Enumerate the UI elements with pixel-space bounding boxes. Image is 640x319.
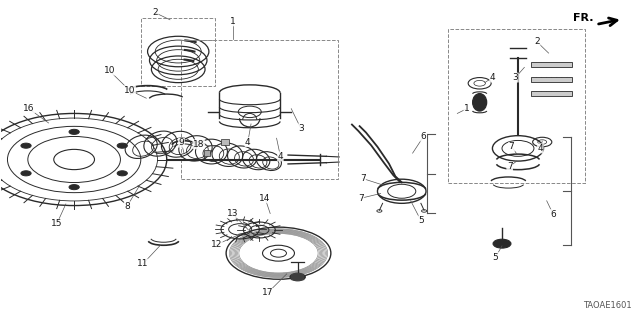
Text: 4: 4 (538, 144, 543, 153)
Text: 8: 8 (124, 202, 130, 211)
Circle shape (117, 143, 127, 148)
Text: 7: 7 (360, 174, 365, 183)
Text: 7: 7 (509, 142, 515, 151)
Text: 1: 1 (464, 104, 470, 113)
Bar (531, 77, 572, 82)
Text: TAOAE1601: TAOAE1601 (583, 301, 632, 310)
Circle shape (69, 129, 79, 134)
Text: 18: 18 (193, 140, 204, 149)
Text: FR.: FR. (573, 13, 593, 23)
Text: 14: 14 (259, 194, 271, 203)
Text: 2: 2 (534, 38, 540, 47)
Text: 9: 9 (179, 138, 184, 147)
Text: 10: 10 (104, 66, 115, 75)
Bar (221, 139, 228, 145)
Ellipse shape (472, 93, 486, 111)
Text: 7: 7 (358, 194, 364, 203)
Text: 6: 6 (550, 210, 556, 219)
Circle shape (117, 171, 127, 176)
Bar (181, 41, 338, 179)
Circle shape (493, 239, 511, 248)
Text: 10: 10 (124, 86, 136, 95)
Text: 5: 5 (418, 216, 424, 225)
Text: 15: 15 (51, 219, 63, 228)
Text: 6: 6 (420, 132, 426, 141)
Bar (531, 91, 572, 96)
Text: 4: 4 (278, 152, 284, 161)
Bar (448, 29, 585, 183)
Circle shape (21, 143, 31, 148)
Text: 13: 13 (227, 209, 238, 218)
Text: 1: 1 (230, 17, 236, 26)
Bar (141, 18, 214, 86)
Text: 3: 3 (513, 73, 518, 82)
Bar (531, 62, 572, 67)
Circle shape (69, 185, 79, 190)
Text: 2: 2 (152, 8, 158, 17)
Circle shape (21, 171, 31, 176)
Circle shape (290, 273, 305, 281)
Bar (204, 150, 210, 156)
Text: 3: 3 (298, 124, 304, 133)
Text: 16: 16 (23, 104, 35, 113)
Text: 11: 11 (138, 259, 149, 268)
Text: 4: 4 (245, 137, 251, 146)
Text: 17: 17 (262, 288, 273, 297)
Text: 4: 4 (490, 73, 495, 82)
Text: 12: 12 (211, 240, 222, 249)
Text: 7: 7 (507, 162, 513, 171)
Text: 5: 5 (493, 253, 499, 262)
